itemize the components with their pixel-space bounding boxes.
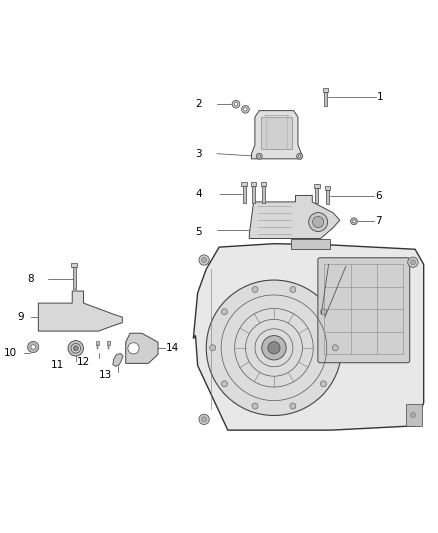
Bar — [107, 341, 110, 345]
Circle shape — [298, 155, 301, 157]
Bar — [108, 345, 109, 349]
Circle shape — [68, 341, 84, 356]
Circle shape — [221, 381, 227, 387]
Circle shape — [234, 102, 238, 106]
Bar — [252, 187, 255, 203]
Circle shape — [290, 403, 296, 409]
Text: 2: 2 — [195, 99, 202, 109]
Bar — [251, 182, 256, 187]
Circle shape — [353, 220, 355, 223]
Bar — [315, 188, 318, 203]
Bar — [71, 263, 77, 266]
Circle shape — [201, 257, 207, 263]
Circle shape — [201, 417, 207, 422]
Circle shape — [268, 342, 280, 354]
Text: 11: 11 — [51, 360, 64, 370]
Circle shape — [262, 336, 286, 360]
Polygon shape — [126, 333, 158, 364]
Circle shape — [71, 344, 81, 353]
Text: 12: 12 — [77, 357, 90, 367]
Circle shape — [290, 287, 296, 293]
Text: 7: 7 — [375, 216, 381, 227]
Circle shape — [350, 218, 357, 225]
Text: 10: 10 — [4, 348, 17, 358]
Bar — [261, 182, 266, 187]
Circle shape — [28, 342, 39, 353]
Bar — [325, 187, 330, 190]
Bar — [97, 345, 98, 349]
Bar — [96, 341, 99, 345]
Circle shape — [252, 287, 258, 293]
Bar — [323, 88, 328, 92]
Bar — [291, 238, 330, 249]
Circle shape — [258, 155, 261, 157]
Circle shape — [321, 381, 326, 387]
Polygon shape — [193, 244, 424, 430]
Bar — [324, 92, 327, 106]
Circle shape — [256, 154, 262, 159]
Circle shape — [210, 345, 216, 351]
Circle shape — [252, 403, 258, 409]
Bar — [262, 187, 265, 203]
Bar — [73, 266, 76, 289]
Bar — [326, 190, 328, 204]
Circle shape — [221, 309, 227, 315]
Circle shape — [206, 280, 342, 416]
Circle shape — [199, 414, 209, 424]
Circle shape — [241, 106, 249, 113]
Polygon shape — [38, 291, 122, 331]
Bar — [261, 117, 292, 149]
Text: 1: 1 — [377, 92, 384, 102]
Circle shape — [31, 345, 35, 349]
Bar — [406, 405, 421, 426]
Text: 4: 4 — [195, 189, 202, 199]
Circle shape — [128, 343, 139, 354]
Circle shape — [199, 255, 209, 265]
Bar — [241, 182, 247, 187]
Circle shape — [73, 346, 78, 351]
Circle shape — [313, 216, 324, 228]
Text: 9: 9 — [18, 312, 24, 322]
Circle shape — [410, 260, 416, 265]
Polygon shape — [251, 111, 301, 159]
Circle shape — [332, 345, 338, 351]
Text: 13: 13 — [99, 370, 112, 380]
Bar — [314, 184, 320, 188]
Circle shape — [244, 108, 247, 111]
Text: 14: 14 — [166, 343, 180, 353]
Circle shape — [321, 309, 326, 315]
Polygon shape — [113, 353, 123, 366]
Circle shape — [408, 410, 418, 420]
Circle shape — [408, 257, 418, 268]
Text: 8: 8 — [28, 273, 34, 284]
Bar — [243, 187, 246, 203]
Text: 3: 3 — [195, 149, 202, 159]
Polygon shape — [249, 196, 340, 238]
Circle shape — [410, 413, 416, 418]
Text: 6: 6 — [375, 191, 381, 201]
Circle shape — [232, 100, 240, 108]
FancyBboxPatch shape — [318, 258, 410, 363]
Circle shape — [297, 154, 303, 159]
Text: 5: 5 — [195, 227, 202, 237]
Circle shape — [309, 213, 328, 231]
